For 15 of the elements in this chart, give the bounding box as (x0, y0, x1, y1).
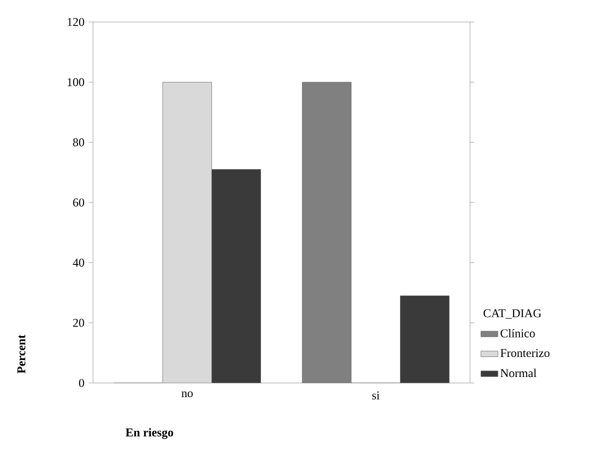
y-tick-label: 80 (73, 138, 84, 146)
y-tick-label: 120 (68, 18, 84, 26)
y-tick-label: 0 (79, 378, 84, 388)
y-tick-label: 40 (72, 258, 84, 267)
y-axis-title: Percent (17, 334, 26, 374)
x-tick-label: si (372, 391, 380, 400)
y-tick-label: 100 (68, 78, 84, 86)
y-tick-label: 20 (73, 318, 84, 327)
legend-label: Clínico (500, 328, 535, 338)
legend-title: CAT_DIAG (484, 309, 542, 319)
y-tick-label: 60 (73, 198, 84, 207)
legend-label: Normal (500, 368, 536, 378)
x-tick-label: no (182, 391, 193, 398)
x-axis-title: En riesgo (126, 428, 174, 440)
legend-label: Fronterizo (500, 349, 550, 358)
